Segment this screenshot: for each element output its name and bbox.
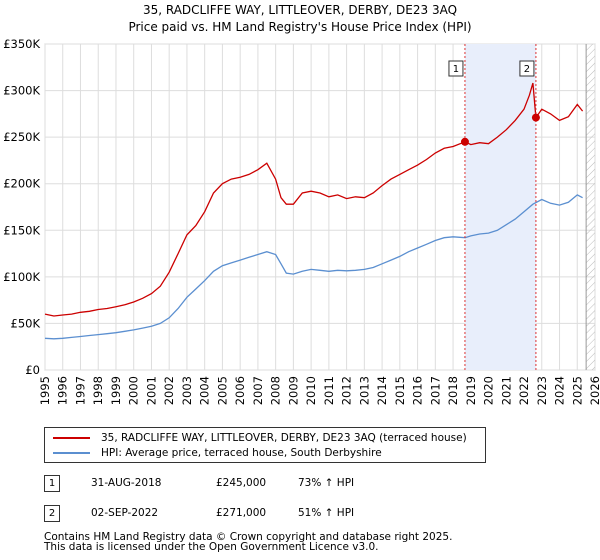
y-tick-label: £150K [3,223,40,237]
y-tick-label: £50K [11,316,41,330]
transaction-row: 2 02-SEP-2022 £271,000 51% ↑ HPI [44,505,404,523]
price-chart: 35, RADCLIFFE WAY, LITTLEOVER, DERBY, DE… [3,3,600,405]
x-tick-label: 2020 [482,376,496,405]
sale-marker-label: 2 [524,64,530,75]
x-tick-label: 2010 [304,376,318,405]
property-price-line [44,82,584,317]
legend-swatch-blue [53,452,90,454]
footer-copyright: Contains HM Land Registry data © Crown c… [44,531,453,543]
sale-marker-label: 1 [453,64,459,75]
shaded-period [464,44,595,370]
legend-label-hpi: HPI: Average price, terraced house, Sout… [101,447,382,459]
x-tick-label: 2021 [499,376,513,405]
transaction-hpi: 51% ↑ HPI [298,507,355,519]
sale-point [531,113,540,122]
x-tick-label: 2001 [144,376,158,405]
legend: 35, RADCLIFFE WAY, LITTLEOVER, DERBY, DE… [44,427,486,463]
x-tick-label: 2005 [215,376,229,405]
legend-swatch-red [53,437,90,439]
x-tick-label: 2023 [535,376,549,405]
x-tick-label: 2004 [198,376,212,405]
x-tick-label: 2002 [162,376,176,405]
transaction-date: 31-AUG-2018 [91,477,162,489]
y-tick-label: £350K [3,37,40,51]
highlight-band [464,44,536,370]
chart-title: 35, RADCLIFFE WAY, LITTLEOVER, DERBY, DE… [143,3,457,17]
chart-subtitle: Price paid vs. HM Land Registry's House … [128,20,471,34]
x-tick-label: 2014 [375,376,389,405]
x-tick-label: 2009 [286,376,300,405]
y-axis: £0 £50K £100K £150K £200K £250K £300K £350K [3,37,40,377]
transaction-price: £271,000 [216,507,267,519]
x-tick-label: 2012 [340,376,354,405]
legend-label-property: 35, RADCLIFFE WAY, LITTLEOVER, DERBY, DE… [101,432,467,444]
x-tick-label: 2007 [251,376,265,405]
x-tick-label: 1997 [73,376,87,405]
x-tick-label: 2011 [322,376,336,405]
x-tick-label: 2008 [269,376,283,405]
legend-item-property: 35, RADCLIFFE WAY, LITTLEOVER, DERBY, DE… [53,431,467,445]
forecast-hatch [586,44,595,370]
transaction-number: 1 [44,475,60,492]
y-tick-label: £100K [3,270,40,284]
sale-point [460,137,469,146]
x-tick-label: 2026 [588,376,600,405]
x-tick-label: 2018 [446,376,460,405]
x-tick-label: 2003 [180,376,194,405]
legend-item-hpi: HPI: Average price, terraced house, Sout… [53,446,382,460]
footer: Contains HM Land Registry data © Crown c… [44,531,453,553]
x-tick-label: 2006 [233,376,247,405]
x-tick-label: 2015 [393,376,407,405]
x-tick-label: 2016 [411,376,425,405]
series-lines [44,82,584,340]
x-tick-label: 1995 [38,376,52,405]
transaction-date: 02-SEP-2022 [91,507,159,519]
transaction-hpi: 73% ↑ HPI [298,477,355,489]
x-tick-label: 2013 [357,376,371,405]
y-tick-label: £0 [25,363,40,377]
y-tick-label: £300K [3,84,40,98]
x-tick-label: 1999 [109,376,123,405]
y-tick-label: £250K [3,130,40,144]
sale-marker-box [519,60,535,77]
x-tick-label: 2019 [464,376,478,405]
x-tick-label: 1996 [56,376,70,405]
transaction-price: £245,000 [216,477,267,489]
x-tick-label: 2022 [517,376,531,405]
sale-marker-box [448,60,464,77]
footer-licence: This data is licensed under the Open Gov… [44,541,379,553]
x-tick-label: 2017 [428,376,442,405]
y-tick-label: £200K [3,177,40,191]
x-tick-label: 2024 [553,376,567,405]
x-axis: 1995 1996 1997 1998 1999 2000 2001 2002 2003 2004… [38,376,600,405]
hpi-line [44,194,583,340]
x-tick-label: 1998 [91,376,105,405]
x-tick-label: 2025 [570,376,584,405]
x-tick-label: 2000 [127,376,141,405]
transaction-row: 1 31-AUG-2018 £245,000 73% ↑ HPI [44,475,404,493]
transaction-number: 2 [44,505,60,522]
